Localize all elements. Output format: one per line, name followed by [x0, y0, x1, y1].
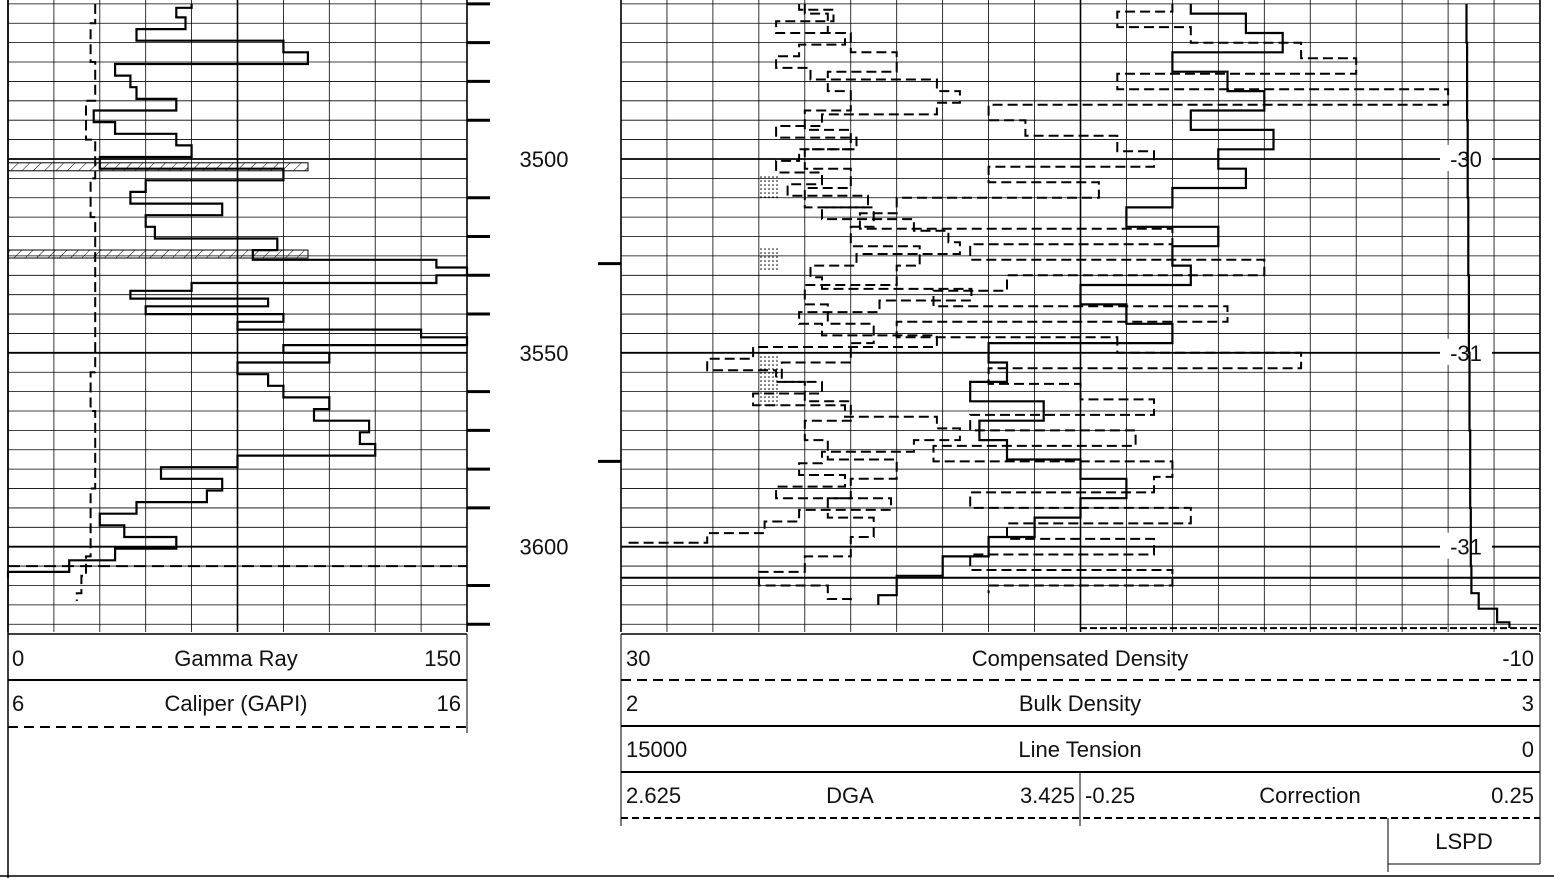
dotted-shade	[758, 352, 780, 408]
comp-density-min: 30	[626, 646, 650, 671]
bulk-density-name: Bulk Density	[1019, 691, 1141, 716]
lspd-value: -31	[1450, 341, 1482, 366]
line-tension-curve	[1465, 3, 1511, 629]
lspd-label: LSPD	[1435, 829, 1492, 854]
caliper-curve	[75, 3, 97, 601]
track2-grid	[620, 0, 1541, 632]
dotted-shade	[758, 248, 780, 272]
track1-header: 0 Gamma Ray 150 6 Caliper (GAPI) 16	[8, 633, 468, 733]
bulk-density-max: 3	[1522, 691, 1534, 716]
lspd-label-bg	[1440, 532, 1492, 559]
gamma-ray-min: 0	[12, 646, 24, 671]
compensated-density-curve	[757, 3, 921, 605]
lspd-label-bg	[1440, 144, 1492, 171]
gamma-ray-max: 150	[424, 646, 461, 671]
hatched-band	[7, 162, 309, 172]
caliper-max: 16	[437, 691, 461, 716]
depth-label: 3500	[520, 147, 569, 172]
dga-curve	[625, 3, 973, 547]
log-curves	[6, 3, 1540, 630]
lspd-value: -31	[1450, 535, 1482, 560]
bulk-density-min: 2	[626, 691, 638, 716]
caliper-name: Caliper (GAPI)	[164, 691, 307, 716]
dga-min: 2.625	[626, 783, 681, 808]
line-tension-min: 15000	[626, 737, 687, 762]
dgas-shading	[7, 162, 780, 408]
gamma-ray-name: Gamma Ray	[174, 646, 297, 671]
hatched-band	[7, 249, 309, 259]
correction-max: 0.25	[1491, 783, 1534, 808]
line-tension-name: Line Tension	[1018, 737, 1141, 762]
line-tension-max: 0	[1522, 737, 1534, 762]
gamma-ray-curve	[6, 3, 469, 578]
depth-label: 3600	[520, 535, 569, 560]
caliper-min: 6	[12, 691, 24, 716]
depth-ticks: 3500 3550 3600 -30 -31 -31	[467, 2, 1492, 626]
dga-name: DGA	[826, 783, 874, 808]
track1-grid	[7, 0, 468, 632]
correction-curve	[858, 3, 1450, 594]
lspd-label-bg	[1440, 338, 1492, 365]
correction-min: -0.25	[1085, 783, 1135, 808]
correction-name: Correction	[1259, 783, 1360, 808]
track2-header: 30 Compensated Density -10 2 Bulk Densit…	[620, 633, 1541, 872]
comp-density-max: -10	[1502, 646, 1534, 671]
dotted-shade	[758, 174, 780, 198]
comp-density-name: Compensated Density	[972, 646, 1188, 671]
dga-max: 3.425	[1020, 783, 1075, 808]
depth-label: 3550	[520, 341, 569, 366]
lspd-value: -30	[1450, 147, 1482, 172]
